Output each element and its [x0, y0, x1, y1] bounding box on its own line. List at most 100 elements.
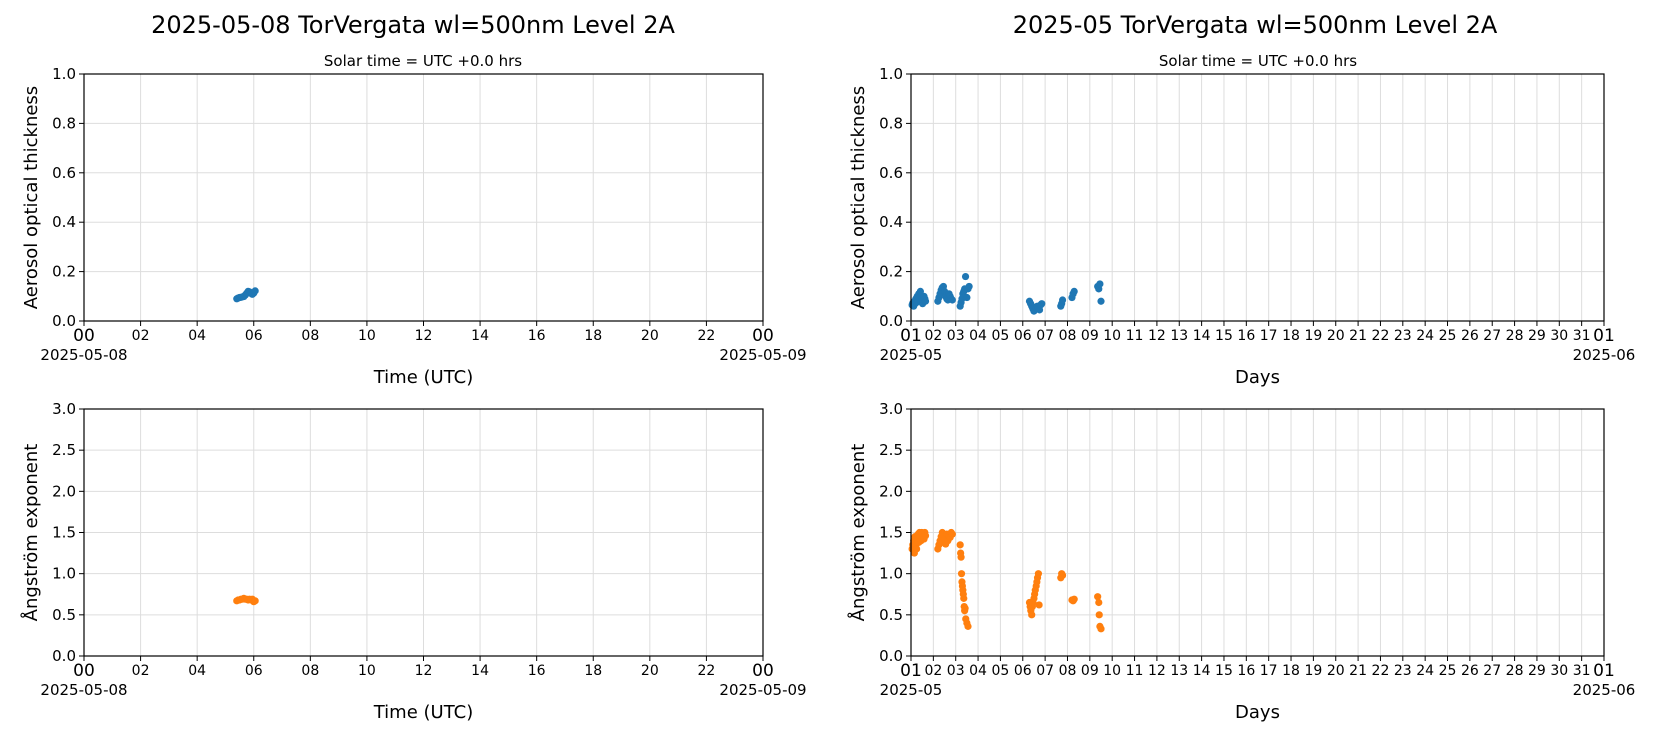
y-tick-label: 0.0 [52, 647, 76, 665]
x-tick-label: 08 [301, 328, 319, 344]
x-tick-label: 13 [1170, 663, 1188, 679]
left-panel-title: 2025-05-08 TorVergata wl=500nm Level 2A [151, 11, 675, 39]
x-tick-label: 00 [752, 661, 774, 681]
x-tick-label: 15 [1215, 663, 1233, 679]
x-tick-label: 07 [1036, 663, 1054, 679]
data-point [1096, 280, 1104, 288]
x-tick-label: 18 [584, 663, 602, 679]
data-point [921, 297, 930, 305]
data-point [251, 287, 259, 295]
data-point [1058, 296, 1067, 304]
x-tick-label: 06 [1014, 328, 1032, 344]
y-tick-label: 0.5 [52, 606, 76, 624]
right-panel-subtitle: Solar time = UTC +0.0 hrs [1159, 52, 1357, 70]
x-tick-label: 02 [924, 663, 942, 679]
x-tick-label: 06 [245, 328, 263, 344]
x-tick-label: 20 [641, 663, 659, 679]
x-tick-label: 15 [1215, 328, 1233, 344]
x-tick-label: 02 [132, 328, 150, 344]
y-tick-label: 0.4 [879, 213, 903, 231]
x-tick-label: 07 [1036, 328, 1054, 344]
x-tick-label: 02 [924, 328, 942, 344]
x-tick-label: 16 [1237, 663, 1255, 679]
x-tick-label: 11 [1126, 328, 1144, 344]
x-tick-label: 25 [1439, 663, 1457, 679]
y-tick-label: 0.5 [879, 606, 903, 624]
x-tick-label: 18 [1282, 328, 1300, 344]
data-point [1095, 611, 1103, 619]
data-point [251, 597, 259, 605]
data-point [1038, 300, 1046, 308]
x-tick-label: 16 [528, 663, 546, 679]
x-tick-label: 09 [1081, 328, 1099, 344]
x-tick-label: 00 [73, 661, 95, 681]
x-tick-label: 20 [641, 328, 659, 344]
x-tick-label: 14 [1193, 328, 1211, 344]
x-tick-label: 08 [1059, 663, 1077, 679]
x-tick-label: 20 [1327, 328, 1345, 344]
y-tick-label: 1.0 [879, 65, 903, 83]
data-point [1097, 625, 1105, 633]
x-tick-label: 22 [698, 328, 716, 344]
y-tick-label: 1.5 [879, 524, 903, 542]
y-tick-label: 0.0 [52, 312, 76, 330]
x-tick-label: 01 [1593, 326, 1615, 346]
x-tick-label: 06 [245, 663, 263, 679]
x-tick-label: 30 [1550, 328, 1568, 344]
left-panel-subtitle: Solar time = UTC +0.0 hrs [324, 52, 522, 70]
x-tick-label: 19 [1304, 328, 1322, 344]
y-tick-label: 1.0 [879, 565, 903, 583]
data-point [957, 553, 965, 561]
x-tick-label: 01 [900, 661, 922, 681]
x-tick-label: 01 [900, 326, 922, 346]
data-point [1058, 571, 1067, 579]
x-tick-label: 02 [132, 663, 150, 679]
x-tick-label: 12 [1148, 663, 1166, 679]
monthly-angstrom-plot: 0.00.51.01.52.02.53.001 02 03 04 05 06 07 08 09 1… [847, 400, 1635, 723]
y-tick-label: 1.5 [52, 524, 76, 542]
x-tick-label: 16 [528, 328, 546, 344]
y-tick-label: 0.0 [879, 312, 903, 330]
x-end-date-label: 2025-06 [1573, 681, 1636, 699]
data-point [1035, 601, 1043, 609]
x-end-date-label: 2025-05-09 [719, 346, 806, 364]
data-point [956, 541, 964, 549]
x-tick-label: 22 [1372, 328, 1390, 344]
x-tick-label: 27 [1483, 328, 1501, 344]
y-tick-label: 2.5 [879, 441, 903, 459]
data-point [948, 296, 956, 304]
x-tick-label: 09 [1081, 663, 1099, 679]
x-tick-label: 08 [301, 663, 319, 679]
daily-angstrom-plot: 0.0 0.5 1.0 1.5 2.0 2.5 3.0 00 02 04 06 08 10 12 14 16 1… [20, 400, 807, 723]
y-tick-label: 3.0 [879, 400, 903, 418]
x-tick-label: 08 [1059, 328, 1077, 344]
x-tick-label: 00 [752, 326, 774, 346]
x-tick-label: 21 [1349, 663, 1367, 679]
data-point [916, 287, 924, 295]
x-tick-label: 01 [1593, 661, 1615, 681]
x-tick-label: 29 [1528, 328, 1546, 344]
x-start-date-label: 2025-05 [880, 346, 943, 364]
data-point [912, 545, 921, 553]
x-axis-label: Days [1235, 367, 1280, 388]
data-point [961, 272, 970, 281]
x-start-date-label: 2025-05-08 [40, 681, 127, 699]
x-tick-label: 20 [1327, 663, 1345, 679]
plot-frame [83, 73, 764, 322]
x-tick-label: 10 [358, 328, 376, 344]
x-tick-label: 10 [1103, 663, 1121, 679]
y-axis-label: Ångström exponent [847, 444, 869, 622]
data-series [233, 594, 259, 606]
x-end-date-label: 2025-06 [1573, 346, 1636, 364]
x-axis-label: Days [1235, 702, 1280, 723]
y-axis-label: Ångström exponent [20, 444, 42, 622]
x-tick-label: 19 [1304, 663, 1322, 679]
y-tick-label: 0.8 [879, 114, 903, 132]
y-tick-label: 2.5 [52, 441, 76, 459]
y-tick-label: 0.8 [52, 114, 76, 132]
x-axis-label: Time (UTC) [373, 702, 474, 723]
y-tick-label: 0.6 [879, 164, 903, 182]
x-tick-label: 23 [1394, 328, 1412, 344]
x-tick-label: 11 [1126, 663, 1144, 679]
